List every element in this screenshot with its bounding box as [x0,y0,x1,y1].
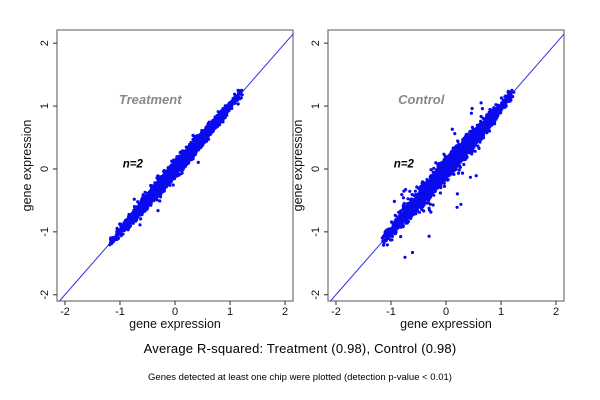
y-axis-label: gene expression [20,120,34,212]
y-tick-label: -2 [310,290,322,300]
y-tick-label: -1 [39,227,51,237]
scatter-points [380,88,516,259]
x-tick-label: -1 [115,306,125,318]
panel-control: -2 -1 0 1 2 -2 -1 0 1 2 Control n=2 gene expression g… [291,29,565,331]
x-axis-label: gene expression [400,317,492,331]
y-tick-label: -2 [39,290,51,300]
x-tick-label: 1 [498,306,504,318]
x-tick-label: 2 [282,306,288,318]
sample-size-annotation: n=2 [123,159,144,171]
sample-size-annotation: n=2 [394,159,415,171]
y-tick-label: 1 [39,103,51,109]
scatter-points [108,88,244,247]
r-squared-caption: Average R-squared: Treatment (0.98), Con… [143,341,457,356]
y-axis-label: gene expression [291,120,305,212]
x-tick-label: 2 [553,306,559,318]
y-tick-label: 0 [310,166,322,172]
panel-title: Treatment [119,92,182,107]
x-tick-label: -2 [60,306,70,318]
panel-treatment: -2 -1 0 1 2 -2 -1 0 1 2 Treatment n=2 gene expressio… [20,29,294,331]
footnote-caption: Genes detected at least one chip were pl… [148,372,452,383]
x-tick-label: 0 [172,306,178,318]
panel-title: Control [398,92,445,107]
y-tick-label: -1 [310,227,322,237]
x-tick-label: 0 [443,306,449,318]
x-tick-label: -2 [331,306,341,318]
x-tick-label: -1 [386,306,396,318]
x-tick-label: 1 [227,306,233,318]
y-tick-label: 1 [310,103,322,109]
y-tick-label: 2 [310,40,322,46]
y-tick-label: 2 [39,40,51,46]
y-tick-label: 0 [39,166,51,172]
x-axis-label: gene expression [129,317,221,331]
